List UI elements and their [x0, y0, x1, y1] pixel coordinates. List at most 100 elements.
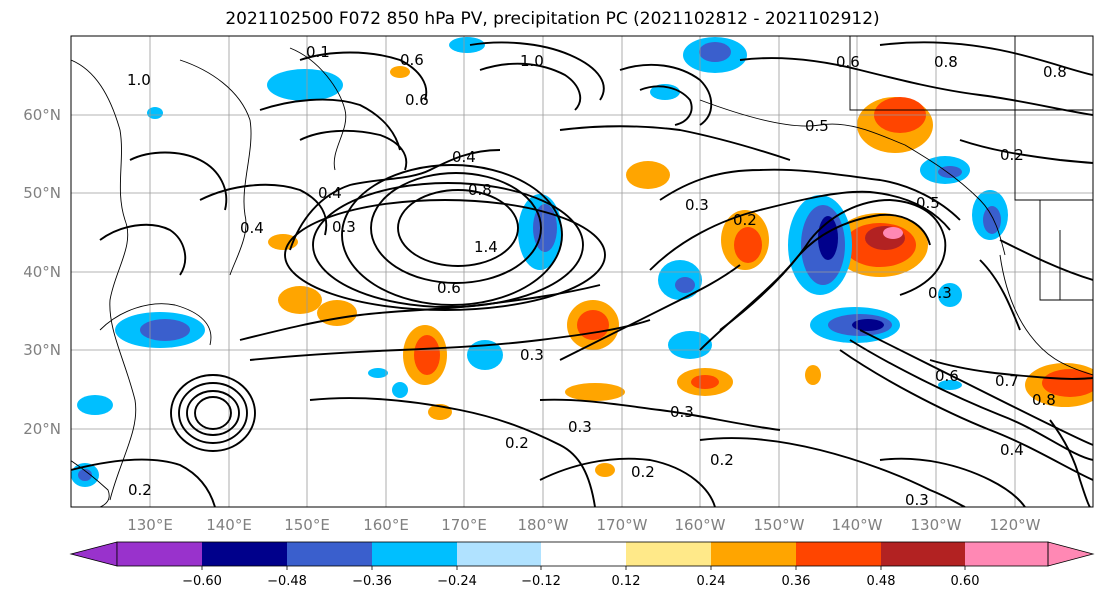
- precip-blob: [449, 37, 485, 53]
- colorbar: −0.60 −0.48 −0.36 −0.24 −0.12 0.12 0.24 …: [69, 541, 1095, 589]
- colorbar-segment: [796, 542, 881, 566]
- contour-labels: 0.1 0.6 1.0 0.6 0.4 0.4 0.3 0.8 1.4 0.6 …: [127, 43, 1067, 509]
- precip-blob: [938, 380, 962, 390]
- contour-label: 0.2: [710, 451, 734, 469]
- contour-label: 0.3: [520, 346, 544, 364]
- precip-blob: [595, 463, 615, 477]
- contour-label: 0.4: [240, 219, 264, 237]
- contour-label: 0.8: [1032, 391, 1056, 409]
- precip-blob: [140, 319, 190, 341]
- contour-label: 0.3: [905, 491, 929, 509]
- contour-label: 0.3: [928, 284, 952, 302]
- colorbar-segment: [626, 542, 711, 566]
- colorbar-tick: 0.48: [867, 574, 896, 589]
- pv-contours: [71, 41, 1093, 507]
- lon-label: 140°W: [832, 516, 883, 534]
- contour-label: 0.8: [1043, 63, 1067, 81]
- contour-label: 0.8: [934, 53, 958, 71]
- lon-label: 140°E: [206, 516, 252, 534]
- contour-label: 0.3: [568, 418, 592, 436]
- lon-label: 150°E: [284, 516, 330, 534]
- contour-label: 0.8: [468, 181, 492, 199]
- precip-blob: [699, 42, 731, 62]
- contour-label: 0.6: [405, 91, 429, 109]
- contour-label: 0.6: [437, 279, 461, 297]
- latitude-labels: 60°N 50°N 40°N 30°N 20°N: [23, 106, 61, 438]
- precip-blob: [938, 283, 962, 307]
- colorbar-segment: [117, 542, 202, 566]
- colorbar-segment: [881, 542, 965, 566]
- map-title: 2021102500 F072 850 hPa PV, precipitatio…: [225, 9, 880, 29]
- precip-blob: [691, 375, 719, 389]
- colorbar-tick: −0.36: [352, 574, 392, 589]
- contour-label: 0.5: [805, 117, 829, 135]
- lon-label: 170°E: [441, 516, 487, 534]
- colorbar-extend-high: [1047, 541, 1095, 567]
- lon-label: 130°E: [127, 516, 173, 534]
- contour-label: 0.4: [318, 184, 342, 202]
- contour-label: 0.2: [505, 434, 529, 452]
- colorbar-tick: −0.24: [437, 574, 477, 589]
- lon-label: 120°W: [990, 516, 1041, 534]
- precip-blob: [668, 331, 712, 359]
- lon-label: 150°W: [754, 516, 805, 534]
- lat-label: 60°N: [23, 106, 61, 124]
- lat-label: 50°N: [23, 184, 61, 202]
- colorbar-segment: [202, 542, 287, 566]
- colorbar-tick: −0.12: [521, 574, 561, 589]
- precip-blob: [467, 340, 503, 370]
- contour-label: 1.4: [474, 238, 498, 256]
- map-border: [70, 35, 1094, 508]
- colorbar-segment: [372, 542, 457, 566]
- precip-blob: [414, 335, 440, 375]
- precip-blob: [883, 227, 903, 239]
- graticule: [71, 36, 1093, 507]
- precip-blob: [368, 368, 388, 378]
- contour-label: 1.0: [127, 71, 151, 89]
- lon-label: 170°W: [597, 516, 648, 534]
- precip-blob: [267, 69, 343, 101]
- precip-blob: [852, 319, 884, 331]
- precip-blob: [392, 382, 408, 398]
- colorbar-segment: [287, 542, 372, 566]
- precip-blob: [78, 469, 92, 481]
- lat-label: 30°N: [23, 341, 61, 359]
- contour-label: 0.2: [128, 481, 152, 499]
- colorbar-tick: 0.36: [782, 574, 811, 589]
- precip-blob: [938, 166, 962, 178]
- lat-label: 40°N: [23, 263, 61, 281]
- colorbar-segment: [711, 542, 796, 566]
- map-panel: [71, 36, 1093, 507]
- precip-blob: [565, 383, 625, 401]
- precip-blob: [577, 310, 609, 340]
- contour-label: 0.3: [670, 403, 694, 421]
- contour-label: 0.4: [1000, 441, 1024, 459]
- contour-label: 0.1: [306, 43, 330, 61]
- colorbar-extend-low: [69, 541, 118, 567]
- contour-label: 0.2: [631, 463, 655, 481]
- longitude-labels: 130°E 140°E 150°E 160°E 170°E 180°W 170°…: [127, 516, 1040, 534]
- precip-blob: [317, 300, 357, 326]
- lon-label: 160°E: [363, 516, 409, 534]
- contour-label: 0.6: [935, 367, 959, 385]
- precip-blob: [626, 161, 670, 189]
- precip-blob: [675, 277, 695, 293]
- lon-label: 160°W: [675, 516, 726, 534]
- contour-label: 0.6: [400, 51, 424, 69]
- precip-blob: [805, 365, 821, 385]
- coastlines: [71, 36, 1093, 507]
- colorbar-tick: 0.24: [697, 574, 726, 589]
- contour-label: 0.6: [836, 53, 860, 71]
- lon-label: 180°W: [518, 516, 569, 534]
- precip-blob: [390, 66, 410, 78]
- colorbar-tick: −0.48: [267, 574, 307, 589]
- contour-label: 0.2: [733, 211, 757, 229]
- lon-label: 130°W: [911, 516, 962, 534]
- contour-label: 0.3: [332, 218, 356, 236]
- colorbar-tick: 0.12: [612, 574, 641, 589]
- colorbar-segment: [541, 542, 626, 566]
- contour-label: 0.3: [685, 196, 709, 214]
- precip-shading: [71, 37, 1093, 487]
- precip-blob: [278, 286, 322, 314]
- precip-blob: [77, 395, 113, 415]
